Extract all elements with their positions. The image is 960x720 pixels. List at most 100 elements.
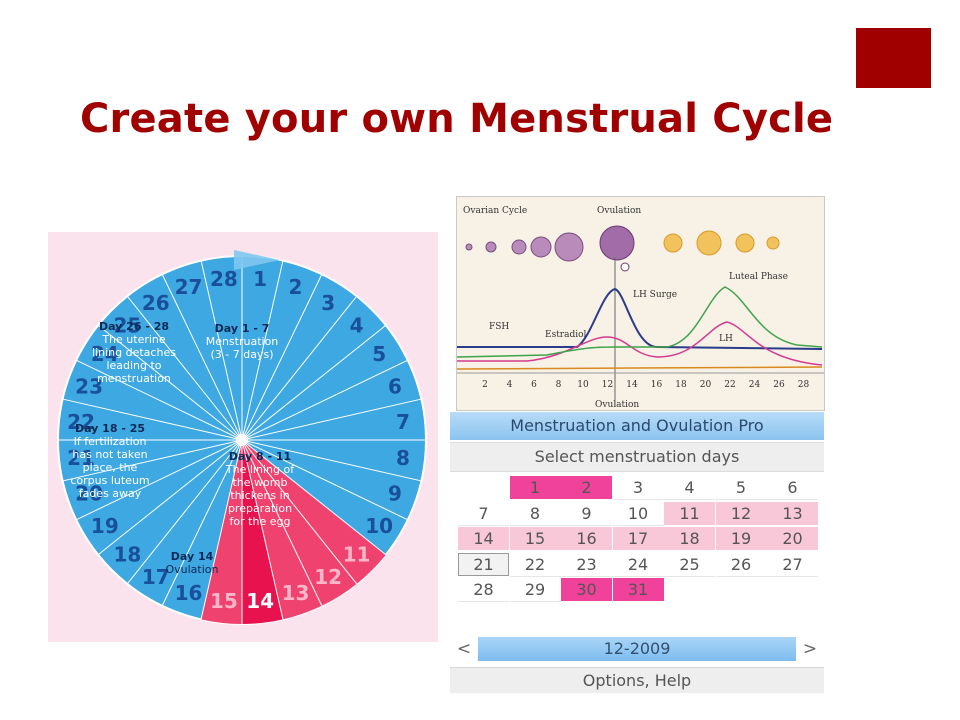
phase-text: (3 - 7 days): [210, 348, 273, 361]
wheel-spoke: [241, 274, 323, 441]
estradiol-curve: [457, 321, 823, 366]
corner-accent-square: [856, 28, 931, 88]
calendar-day[interactable]: 27: [767, 552, 818, 577]
wheel-spoke: [161, 439, 243, 606]
calendar-day[interactable]: 6: [767, 476, 818, 500]
calendar-day[interactable]: 23: [561, 552, 612, 577]
hormone-graph: Ovarian Cycle Ovulation Luteal Phase LH Sur…: [457, 206, 824, 410]
calendar-day[interactable]: 16: [561, 527, 612, 550]
wheel-day-number: 11: [343, 543, 371, 567]
calendar-day[interactable]: 31: [612, 578, 664, 601]
pink-sector-day-11: [242, 440, 386, 584]
calendar-day[interactable]: 25: [664, 552, 715, 577]
calendar-day[interactable]: 12: [715, 501, 767, 525]
x-tick-label: 22: [724, 380, 735, 390]
calendar-day[interactable]: 8: [509, 501, 561, 526]
calendar-day[interactable]: 30: [561, 578, 612, 601]
calendar-day[interactable]: 9: [561, 501, 612, 526]
ovulation-top-label: Ovulation: [597, 206, 641, 216]
wheel-day-number: 12: [314, 565, 342, 589]
phase-text: The lining of: [225, 463, 295, 476]
wheel-day-number: 7: [396, 410, 410, 434]
follicle-icon: [465, 243, 473, 251]
calendar-day[interactable]: 26: [715, 552, 767, 577]
wheel-day-number: 19: [91, 514, 119, 538]
phase-text: preparation: [228, 502, 292, 515]
calendar-day[interactable]: 5: [715, 476, 767, 500]
wheel-day-number: 21: [67, 446, 95, 470]
calendar-day[interactable]: 21: [458, 552, 509, 576]
wheel-day-number: 9: [388, 482, 402, 506]
x-tick-label: 6: [531, 380, 537, 390]
x-tick-label: 8: [556, 380, 562, 390]
wheel-day-number: 27: [175, 275, 203, 299]
phase-heading: Day 18 - 25: [75, 422, 145, 435]
calendar-day[interactable]: 18: [664, 527, 715, 550]
pink-sector-day-12: [242, 440, 357, 606]
wheel-day-number: 4: [350, 313, 364, 337]
calendar-day[interactable]: 11: [664, 501, 715, 525]
next-month-button[interactable]: >: [802, 639, 818, 659]
calendar-day[interactable]: 14: [458, 527, 509, 550]
wheel-day-number: 13: [282, 581, 310, 605]
calendar-day[interactable]: 28: [458, 578, 509, 602]
wheel-day-number: 25: [114, 313, 142, 337]
wheel-spoke: [241, 439, 408, 521]
wheel-day-number: 6: [388, 374, 402, 398]
app-screenshot: Menstruation and Ovulation Pro Select me…: [450, 412, 824, 693]
calendar-day[interactable]: 24: [612, 552, 664, 577]
phase-heading: Day 8 - 11: [229, 450, 291, 463]
calendar-day[interactable]: 3: [612, 476, 664, 500]
wheel-day-number: 20: [75, 482, 103, 506]
options-help-button[interactable]: Options, Help: [450, 667, 824, 693]
progesterone-curve: [457, 286, 823, 358]
follicle-icon: [485, 241, 497, 253]
ovarian-cycle-label: Ovarian Cycle: [463, 206, 527, 216]
wheel-spoke: [241, 439, 323, 606]
app-title: Menstruation and Ovulation Pro: [450, 412, 824, 440]
current-month[interactable]: 12-2009: [478, 637, 796, 661]
lh-surge-label: LH Surge: [633, 290, 677, 300]
calendar-day[interactable]: 13: [767, 501, 818, 525]
wheel-spoke: [200, 439, 243, 620]
wheel-center: [236, 434, 248, 446]
wheel-spoke: [241, 260, 284, 441]
calendar-day[interactable]: 20: [767, 527, 818, 550]
wheel-day-number: 17: [142, 565, 170, 589]
ovulating-follicle-icon: [599, 225, 635, 261]
wheel-day-number: 3: [321, 291, 335, 315]
x-tick-label: 18: [675, 380, 687, 390]
wheel-spoke: [241, 324, 387, 441]
wheel-spoke: [126, 439, 243, 585]
calendar-day[interactable]: 7: [458, 501, 509, 526]
calendar-day[interactable]: 29: [509, 578, 561, 602]
month-navigator: < 12-2009 >: [450, 636, 824, 662]
calendar-day[interactable]: 22: [509, 552, 561, 577]
wheel-spoke: [97, 324, 243, 441]
wheel-spoke: [76, 439, 243, 521]
x-tick-label: 4: [507, 380, 513, 390]
calendar-day[interactable]: 15: [509, 527, 561, 550]
corpus-luteum-icon: [766, 236, 780, 250]
slide-title: Create your own Menstrual Cycle: [80, 96, 834, 142]
phase-text: If fertilization: [74, 435, 147, 448]
start-arrow-icon: [234, 250, 280, 270]
x-tick-label: 10: [577, 380, 589, 390]
corpus-luteum-icon: [735, 233, 755, 253]
egg-icon: [620, 262, 630, 272]
wheel-day-number: 2: [289, 275, 303, 299]
wheel-day-number: 26: [142, 291, 170, 315]
x-tick-label: 20: [700, 380, 712, 390]
prev-month-button[interactable]: <: [456, 639, 472, 659]
wheel-spoke: [241, 398, 422, 441]
calendar-day[interactable]: 10: [612, 501, 664, 526]
wheel-day-number: 16: [175, 581, 203, 605]
follicle-icon: [530, 236, 552, 258]
calendar-day[interactable]: 4: [664, 476, 715, 500]
calendar-day[interactable]: 1: [509, 476, 561, 499]
calendar-day[interactable]: 19: [715, 527, 767, 550]
wheel-spoke: [62, 439, 243, 482]
calendar-day[interactable]: 17: [612, 527, 664, 550]
calendar-day[interactable]: 2: [561, 476, 612, 499]
wheel-spoke: [76, 359, 243, 441]
